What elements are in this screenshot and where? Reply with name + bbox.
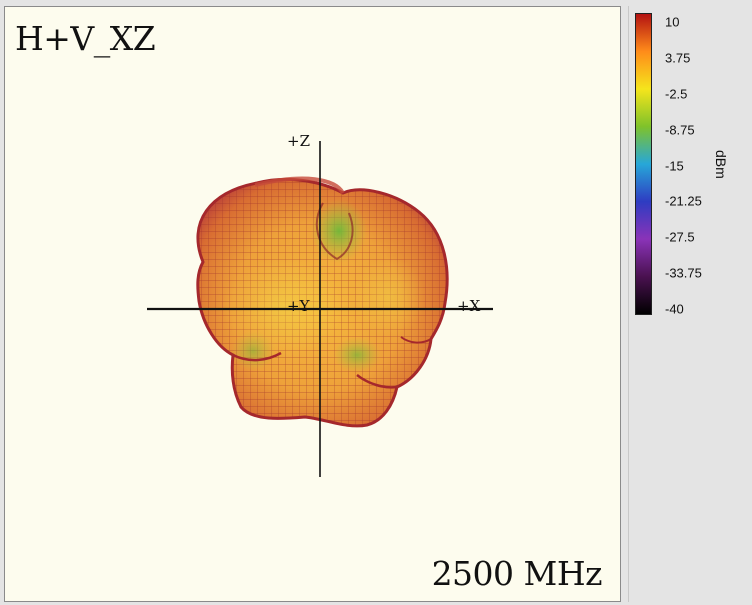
- pattern-plot-panel: +Z +X +Y H+V_XZ 2500 MHz: [4, 6, 621, 602]
- colorbar-tick-label: -15: [665, 158, 684, 173]
- pattern-ridge: [400, 336, 432, 344]
- y-axis-label: +Y: [287, 297, 311, 315]
- colorbar: [635, 13, 652, 315]
- colorbar-tick-label: -21.25: [665, 193, 702, 209]
- frequency-label: 2500 MHz: [431, 554, 603, 593]
- radiation-pattern-plot: +Z +X +Y: [147, 132, 493, 477]
- colorbar-tick-label: 10: [665, 14, 680, 30]
- colorbar-tick-label: -2.5: [665, 86, 688, 102]
- x-axis-label: +X: [457, 297, 481, 315]
- colorbar-tick-label: -8.75: [665, 122, 695, 138]
- pattern-highlight: [353, 257, 425, 337]
- colorbar-tick-label: -33.75: [665, 265, 702, 281]
- pattern-lower-green-region: [333, 337, 381, 373]
- z-axis-label: +Z: [287, 132, 310, 150]
- pattern-fold: [315, 202, 354, 261]
- color-scale-panel: 10 3.75 -2.5 -8.75 -15 -21.25 -27.5 -33.75 -40 d…: [628, 6, 752, 602]
- pattern-ridge: [232, 351, 282, 362]
- pattern-highlight: [223, 257, 343, 357]
- colorbar-tick-label: 3.75: [665, 50, 691, 66]
- colorbar-tick-label: -40: [665, 301, 684, 317]
- plot-title: H+V_XZ: [15, 19, 156, 58]
- pattern-ridge: [356, 374, 398, 389]
- pattern-rim-shadow: [254, 176, 345, 195]
- colorbar-tick-label: -27.5: [665, 229, 695, 245]
- colorbar-unit-label: dBm: [713, 150, 729, 179]
